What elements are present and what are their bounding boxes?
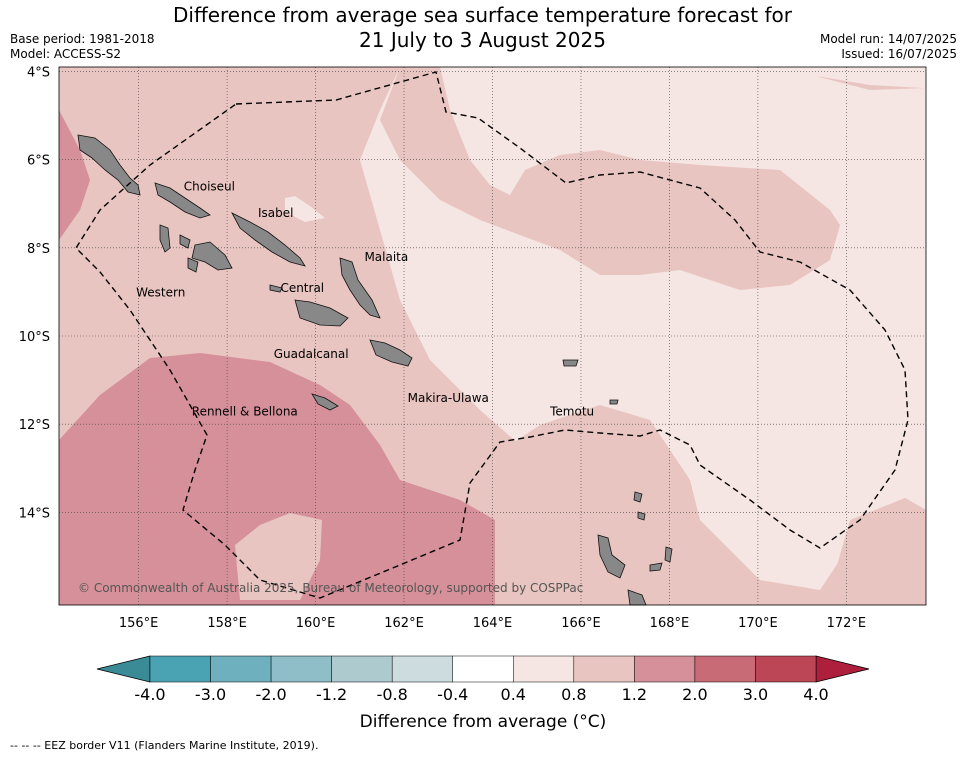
province-label: Guadalcanal — [274, 347, 349, 361]
colorbar-tick-label: 0.4 — [501, 685, 526, 704]
island-malaita — [339, 257, 381, 319]
province-label: Temotu — [549, 404, 594, 418]
anomaly-band-0.8-1.2-se — [760, 498, 926, 605]
island-santa-cruz — [562, 359, 579, 367]
colorbar-swatch — [210, 655, 272, 683]
lon-tick-label: 172°E — [827, 616, 867, 631]
island-torres — [637, 511, 646, 521]
lon-tick-label: 156°E — [119, 616, 159, 631]
island-rennell — [311, 393, 339, 411]
anomaly-band-1.2-2.0-nw — [59, 110, 90, 240]
base-period: Base period: 1981-2018 — [10, 32, 155, 46]
island-new-georgia-2 — [179, 234, 191, 249]
island-espiritu-santo — [597, 534, 626, 579]
colorbar-tick-label: 4.0 — [803, 685, 828, 704]
copyright-notice: © Commonwealth of Australia 2025, Bureau… — [78, 581, 583, 595]
province-label: Makira-Ulawa — [408, 391, 489, 405]
colorbar-swatch — [391, 655, 453, 683]
province-label: Malaita — [364, 250, 408, 264]
map-title: Difference from average sea surface temp… — [0, 3, 965, 53]
lon-tick-label: 168°E — [650, 616, 690, 631]
colorbar-title: Difference from average (°C) — [360, 712, 607, 732]
eez-legend-note: -- -- -- EEZ border V11 (Flanders Marine… — [10, 739, 319, 752]
colorbar-swatch — [331, 655, 393, 683]
province-label: Choiseul — [184, 179, 235, 193]
lon-tick-label: 170°E — [738, 616, 778, 631]
colorbar-extend-low — [96, 655, 151, 683]
island-vanikoro — [609, 399, 619, 405]
island-choiseul — [154, 182, 211, 219]
anomaly-field — [59, 67, 926, 605]
colorbar-tick-label: -1.2 — [316, 685, 347, 704]
model-name: Model: ACCESS-S2 — [10, 47, 122, 61]
lat-tick-label: 14°S — [19, 506, 50, 521]
lon-tick-label: 164°E — [473, 616, 513, 631]
colorbar-extend-high — [815, 655, 870, 683]
lat-tick-label: 6°S — [27, 154, 50, 169]
longitude-tick-labels: 156°E 158°E 160°E 162°E 164°E 166°E 168°E 170°E… — [119, 616, 866, 631]
lon-tick-label: 162°E — [384, 616, 424, 631]
island-isabel — [231, 212, 306, 267]
colorbar-tick-label: -4.0 — [134, 685, 165, 704]
colorbar-tick-label: 2.0 — [682, 685, 707, 704]
lat-tick-label: 12°S — [19, 418, 50, 433]
lon-tick-label: 160°E — [296, 616, 336, 631]
lat-tick-label: 4°S — [27, 65, 50, 80]
island-new-georgia-3 — [191, 241, 233, 271]
islands — [77, 134, 673, 606]
colorbar-tick-label: -0.4 — [437, 685, 468, 704]
issued-date: Issued: 16/07/2025 — [841, 47, 957, 61]
lon-tick-label: 158°E — [207, 616, 247, 631]
anomaly-band-0.8-1.2-pocket — [235, 513, 322, 600]
island-ambae — [649, 562, 663, 572]
province-label: Rennell & Bellona — [192, 404, 298, 418]
island-guadalcanal — [294, 299, 349, 327]
island-makira — [369, 339, 413, 367]
colorbar-tick-label: 1.2 — [622, 685, 647, 704]
province-label: Western — [136, 285, 185, 299]
model-info: Base period: 1981-2018 Model: ACCESS-S2 — [10, 32, 155, 62]
colorbar-swatch — [694, 655, 756, 683]
colorbar-swatch — [755, 655, 817, 683]
eez-border — [75, 71, 909, 599]
province-label: Central — [280, 281, 324, 295]
colorbar-swatch — [634, 655, 696, 683]
colorbar: -4.0 -3.0 -2.0 -1.2 -0.8 -0.4 0.4 0.8 1.2 2.0 3.0 4… — [96, 655, 870, 704]
province-labels: Choiseul Isabel Malaita Western Central Guada… — [136, 179, 594, 418]
lon-tick-label: 166°E — [561, 616, 601, 631]
colorbar-tick-label: -2.0 — [255, 685, 286, 704]
colorbar-tick-label: -0.8 — [377, 685, 408, 704]
colorbar-tick-label: 3.0 — [743, 685, 768, 704]
anomaly-band-0.8-1.2-tongue — [380, 67, 840, 290]
latitude-tick-labels: 4°S 6°S 8°S 10°S 12°S 14°S — [19, 65, 50, 521]
anomaly-band-1.2-2.0-sw — [59, 353, 495, 605]
lat-tick-label: 10°S — [19, 330, 50, 345]
island-new-georgia-1 — [159, 224, 171, 253]
province-label: Isabel — [258, 206, 293, 220]
colorbar-tick-label: -3.0 — [195, 685, 226, 704]
model-run-date: Model run: 14/07/2025 — [819, 32, 957, 46]
island-banks — [633, 491, 643, 503]
map-frame — [58, 66, 927, 606]
island-bougainville — [77, 134, 141, 196]
colorbar-swatch — [513, 655, 575, 683]
run-info: Model run: 14/07/2025 Issued: 16/07/2025 — [820, 32, 957, 62]
title-line-2: 21 July to 3 August 2025 — [359, 28, 606, 52]
colorbar-swatch — [573, 655, 635, 683]
title-line-1: Difference from average sea surface temp… — [172, 3, 792, 27]
colorbar-tick-label: 0.8 — [561, 685, 586, 704]
colorbar-swatch — [270, 655, 332, 683]
colorbar-swatch — [452, 655, 514, 683]
island-pentecost — [664, 546, 673, 563]
colorbar-swatch — [149, 655, 211, 683]
island-rendova — [187, 257, 199, 273]
island-florida — [269, 284, 283, 293]
lat-tick-label: 8°S — [27, 242, 50, 257]
anomaly-band-0.4-0.8-pocket — [285, 196, 325, 222]
